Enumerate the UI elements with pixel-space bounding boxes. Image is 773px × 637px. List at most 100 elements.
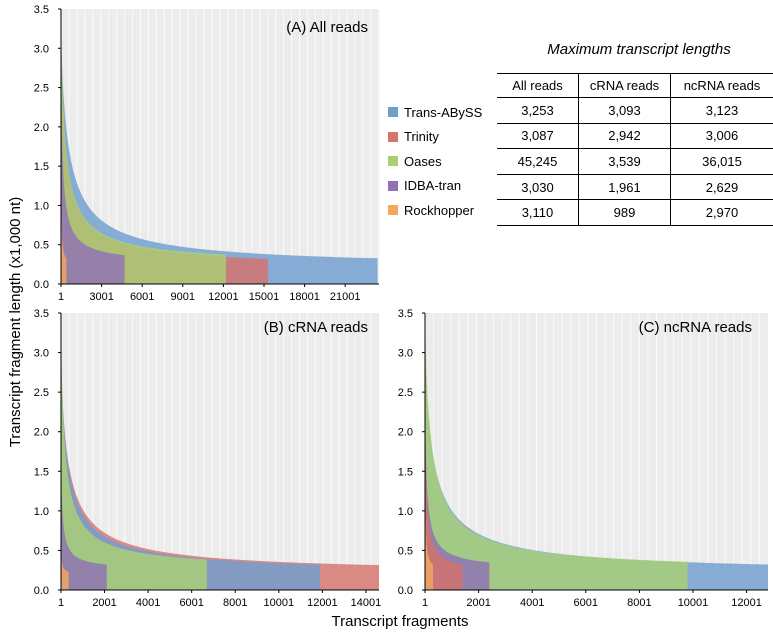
table-cell: 3,006 (670, 123, 773, 150)
y-tick-label: 1.0 (398, 506, 413, 518)
table-cell: 1,961 (578, 174, 671, 201)
table-cell: 2,942 (578, 123, 671, 150)
legend-swatch (388, 107, 398, 118)
y-tick-label: 2.5 (34, 83, 49, 95)
x-tick-label: 10001 (264, 597, 295, 609)
y-tick-label: 3.0 (398, 348, 413, 360)
y-tick-label: 0.5 (34, 240, 49, 252)
legend-label: Trinity (404, 129, 439, 145)
table-cell: 3,087 (497, 123, 579, 150)
y-tick-label: 0.5 (398, 545, 413, 557)
y-tick-label: 1.0 (34, 200, 49, 212)
panel-title: (C) ncRNA reads (639, 319, 752, 336)
y-tick-label: 2.5 (398, 387, 413, 399)
series-area-idba-tran (61, 49, 125, 284)
x-tick-label: 6001 (574, 597, 598, 609)
y-tick-label: 3.5 (398, 308, 413, 320)
y-tick-label: 3.0 (34, 348, 49, 360)
y-tick-label: 0.0 (398, 585, 413, 597)
y-tick-label: 0.0 (34, 279, 49, 291)
panel-all-reads: 0.0 0.5 1.0 1.5 2.0 2.5 3.0 3.5 1 3001 6001 9001 120… (34, 4, 380, 303)
table-cell: 45,245 (497, 148, 579, 175)
column-header: ncRNA reads (670, 73, 773, 98)
x-tick-label: 1 (58, 597, 64, 609)
legend-item: IDBA-tran (388, 174, 482, 199)
legend: Trans-ABySS Trinity Oases IDBA-tran Rock… (388, 100, 482, 223)
x-tick-label: 4001 (520, 597, 544, 609)
y-tick-label: 1.5 (398, 466, 413, 478)
legend-label: Trans-ABySS (404, 104, 483, 120)
table-cell: 3,253 (497, 97, 579, 124)
table-header-row: All reads cRNA reads ncRNA reads (497, 73, 773, 98)
x-tick-label: 3001 (89, 291, 113, 303)
panel-title: (A) All reads (286, 19, 368, 36)
y-tick-label: 3.5 (34, 4, 49, 16)
y-axis-title: Transcript fragment length (x1,000 nt) (7, 197, 24, 447)
x-axis-title: Transcript fragments (332, 613, 469, 630)
x-tick-label: 6001 (130, 291, 154, 303)
x-tick-label: 4001 (136, 597, 160, 609)
y-tick-label: 0.5 (34, 545, 49, 557)
legend-swatch (388, 131, 398, 142)
legend-swatch (388, 180, 398, 191)
column-header: cRNA reads (578, 73, 671, 98)
table-cell: 2,970 (670, 199, 773, 226)
legend-swatch (388, 156, 398, 167)
x-tick-label: 10001 (678, 597, 709, 609)
x-tick-label: 18001 (289, 291, 320, 303)
y-tick-label: 3.5 (34, 308, 49, 320)
y-tick-label: 2.0 (398, 427, 413, 439)
table-cell: 3,030 (497, 174, 579, 201)
x-tick-label: 8001 (223, 597, 247, 609)
table-cell: 989 (578, 199, 671, 226)
series-area-rockhopper (61, 520, 69, 590)
table-cell: 36,015 (670, 148, 773, 175)
y-tick-label: 1.5 (34, 466, 49, 478)
y-tick-label: 2.0 (34, 427, 49, 439)
series-area-rockhopper (425, 388, 434, 590)
legend-label: Oases (404, 153, 442, 169)
table-row: 45,245 3,539 36,015 (497, 148, 773, 175)
x-tick-label: 12001 (307, 597, 338, 609)
panel-ncrna-reads: 0.00.51.01.52.02.53.03.51 2001 4001 6001 800… (398, 308, 768, 609)
legend-label: Rockhopper (404, 202, 475, 218)
x-tick-label: 2001 (92, 597, 116, 609)
x-tick-label: 12001 (208, 291, 239, 303)
y-tick-label: 2.5 (34, 387, 49, 399)
legend-item: Rockhopper (388, 198, 482, 223)
legend-item: Trans-ABySS (388, 100, 482, 125)
legend-item: Trinity (388, 125, 482, 150)
x-tick-label: 21001 (330, 291, 361, 303)
x-tick-label: 1 (422, 597, 428, 609)
legend-label: IDBA-tran (404, 178, 462, 194)
table-row: 3,087 2,942 3,006 (497, 123, 773, 150)
y-tick-label: 1.0 (34, 506, 49, 518)
table-cell: 2,629 (670, 174, 773, 201)
table-row: 3,110 989 2,970 (497, 199, 773, 226)
table-row: 3,030 1,961 2,629 (497, 174, 773, 201)
x-tick-label: 14001 (351, 597, 382, 609)
y-tick-label: 0.0 (34, 585, 49, 597)
max-length-table: All reads cRNA reads ncRNA reads 3,253 3… (497, 73, 773, 226)
x-tick-label: 6001 (179, 597, 203, 609)
table-cell: 3,110 (497, 199, 579, 226)
x-tick-label: 15001 (249, 291, 280, 303)
x-tick-label: 9001 (171, 291, 195, 303)
legend-swatch (388, 205, 398, 216)
panel-title: (B) cRNA reads (264, 319, 368, 336)
table-title: Maximum transcript lengths (547, 41, 731, 58)
table-cell: 3,123 (670, 97, 773, 124)
series-area-rockhopper (61, 67, 67, 284)
y-tick-label: 3.0 (34, 43, 49, 55)
column-header: All reads (497, 73, 579, 98)
x-tick-label: 2001 (466, 597, 490, 609)
table-row: 3,253 3,093 3,123 (497, 97, 773, 124)
x-tick-label: 1 (58, 291, 64, 303)
panel-crna-reads: 0.00.51.01.52.02.53.03.51 2001 4001 6001 800… (34, 308, 382, 609)
y-tick-label: 2.0 (34, 122, 49, 134)
table-cell: 3,093 (578, 97, 671, 124)
x-tick-label: 12001 (731, 597, 762, 609)
x-tick-label: 8001 (627, 597, 651, 609)
table-cell: 3,539 (578, 148, 671, 175)
